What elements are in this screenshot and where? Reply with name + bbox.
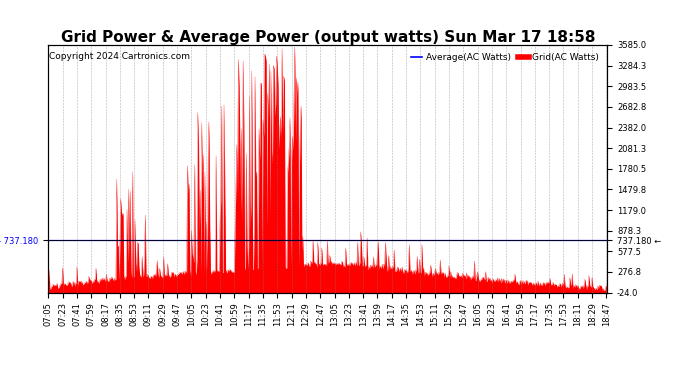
Text: Copyright 2024 Cartronics.com: Copyright 2024 Cartronics.com <box>50 53 190 62</box>
Legend: Average(AC Watts), Grid(AC Watts): Average(AC Watts), Grid(AC Watts) <box>408 50 602 66</box>
Title: Grid Power & Average Power (output watts) Sun Mar 17 18:58: Grid Power & Average Power (output watts… <box>61 30 595 45</box>
